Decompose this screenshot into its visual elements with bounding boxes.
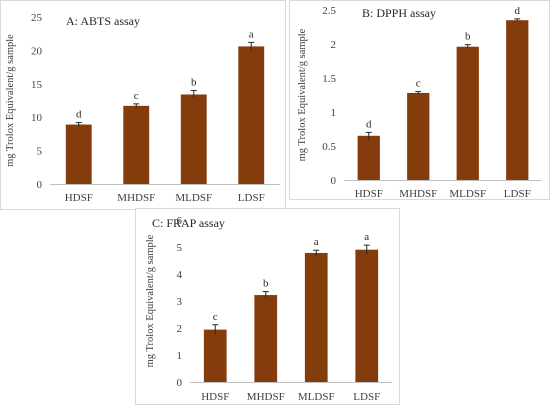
y-tick-label: 0.5: [322, 141, 336, 153]
y-tick-label: 10: [31, 112, 43, 124]
y-tick-label: 2: [331, 39, 337, 51]
bar: [506, 20, 529, 181]
x-tick-label: LDSF: [238, 192, 265, 204]
significance-label: b: [191, 76, 197, 88]
y-tick-label: 15: [31, 79, 43, 91]
significance-label: b: [465, 31, 471, 43]
y-tick-label: 1: [177, 350, 183, 362]
y-tick-label: 2: [177, 323, 183, 335]
chart-title: C: FRAP assay: [152, 216, 225, 230]
x-tick-label: HDSF: [355, 188, 383, 200]
significance-label: a: [364, 231, 369, 243]
significance-label: d: [515, 5, 521, 17]
y-tick-label: 6: [177, 215, 183, 227]
x-tick-label: MLDSF: [449, 188, 486, 200]
y-tick-label: 0: [177, 377, 183, 389]
significance-label: c: [416, 78, 421, 90]
x-tick-label: LDSF: [504, 188, 531, 200]
x-tick-label: MHDSF: [247, 391, 285, 403]
bar: [203, 329, 227, 382]
y-tick-label: 1: [331, 107, 337, 119]
y-tick-label: 3: [177, 296, 183, 308]
x-tick-label: HDSF: [65, 192, 93, 204]
y-tick-label: 25: [31, 12, 43, 24]
y-tick-label: 5: [37, 146, 43, 158]
bar: [123, 105, 150, 184]
chart-dpph: B: DPPH assay mg Trolox Equivalent/g samp…: [289, 0, 550, 200]
x-tick-label: MLDSF: [175, 192, 212, 204]
chart-title: A: ABTS assay: [66, 14, 140, 28]
x-tick-label: HDSF: [201, 391, 229, 403]
significance-label: a: [249, 28, 254, 40]
y-tick-label: 2.5: [322, 5, 336, 17]
bar: [407, 92, 430, 180]
x-tick-label: LDSF: [353, 391, 380, 403]
bar: [180, 94, 207, 184]
y-tick-label: 20: [31, 45, 43, 57]
x-tick-label: MHDSF: [399, 188, 437, 200]
significance-label: d: [76, 109, 82, 121]
bar: [254, 295, 278, 382]
bar: [355, 249, 379, 382]
y-tick-label: 0: [37, 179, 43, 191]
y-tick-label: 5: [177, 242, 183, 254]
significance-label: c: [213, 311, 218, 323]
significance-label: c: [134, 90, 139, 102]
bar: [65, 124, 92, 184]
chart-abts: A: ABTS assay mg Trolox Equivalent/g samp…: [0, 0, 286, 210]
x-tick-label: MHDSF: [117, 192, 155, 204]
y-tick-label: 1.5: [322, 73, 336, 85]
bar: [456, 46, 479, 180]
chart-title: B: DPPH assay: [362, 6, 436, 20]
bar: [357, 135, 380, 180]
bar: [304, 252, 328, 382]
y-axis-label: mg Trolox Equivalent/g sample: [297, 28, 308, 161]
y-tick-label: 4: [177, 269, 183, 281]
y-tick-label: 0: [331, 175, 337, 187]
chart-frap: C: FRAP assay mg Trolox Equivalent/g samp…: [135, 208, 400, 405]
significance-label: a: [314, 236, 319, 248]
x-tick-label: MLDSF: [298, 391, 335, 403]
significance-label: d: [366, 118, 372, 130]
bar: [238, 46, 265, 184]
y-axis-label: mg Trolox Equivalent/g sample: [145, 234, 156, 367]
y-axis-label: mg Trolox Equivalent/g sample: [5, 34, 16, 167]
significance-label: b: [263, 278, 269, 290]
